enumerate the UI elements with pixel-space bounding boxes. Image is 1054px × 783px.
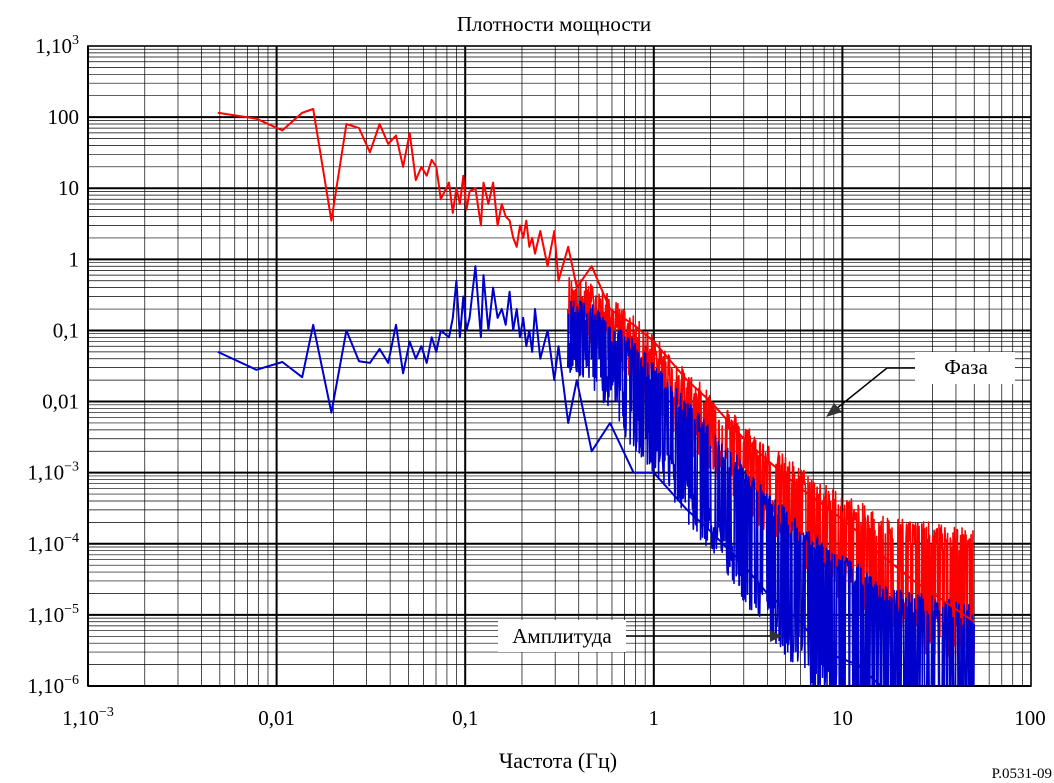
x-tick-label: 1,10−3 — [62, 705, 114, 730]
reference-code: P.0531-09 — [992, 766, 1052, 782]
y-tick-label: 1,10−4 — [27, 531, 79, 556]
phase-series-line — [217, 108, 975, 623]
x-axis-label: Частота (Гц) — [499, 748, 617, 773]
y-tick-label: 10 — [58, 176, 79, 200]
series-lines — [217, 108, 975, 687]
y-tick-label: 0,01 — [42, 390, 79, 414]
y-tick-label: 100 — [48, 105, 80, 129]
phase-label-box — [915, 352, 1015, 384]
y-tick-label: 1,10−6 — [27, 673, 79, 698]
plot-grid — [87, 46, 1031, 687]
x-tick-label: 1 — [649, 706, 660, 730]
phase-label: Фаза — [944, 355, 988, 379]
phase-arrow-shaft — [835, 367, 888, 410]
x-tick-label: 10 — [832, 706, 853, 730]
phase-arrow-head — [826, 403, 842, 417]
noise-bands — [567, 276, 975, 687]
y-tick-label: 1,10−5 — [27, 602, 79, 627]
amplitude-callout: Амплитуда — [498, 620, 782, 652]
amplitude-arrow-head — [770, 630, 782, 642]
amplitude-label-box — [498, 620, 626, 652]
amplitude-series-line — [217, 265, 975, 687]
amplitude-label: Амплитуда — [512, 624, 612, 648]
y-tick-label: 1,103 — [35, 33, 79, 58]
chart-title: Плотности мощности — [457, 12, 651, 36]
x-tick-labels: 1,10−3 0,01 0,1 1 10 100 — [62, 705, 1046, 730]
x-tick-label: 0,01 — [258, 706, 295, 730]
phase-callout: Фаза — [826, 352, 1015, 417]
y-tick-label: 1,10−3 — [27, 460, 79, 485]
plot-frame — [87, 45, 1032, 687]
x-tick-label: 0,1 — [452, 706, 478, 730]
y-tick-labels: 1,103 100 10 1 0,1 0,01 1,10−3 1,10−4 1,10−5 1,10… — [27, 33, 79, 698]
x-tick-label: 100 — [1014, 706, 1046, 730]
y-tick-label: 0,1 — [53, 318, 79, 342]
y-tick-label: 1 — [69, 247, 80, 271]
